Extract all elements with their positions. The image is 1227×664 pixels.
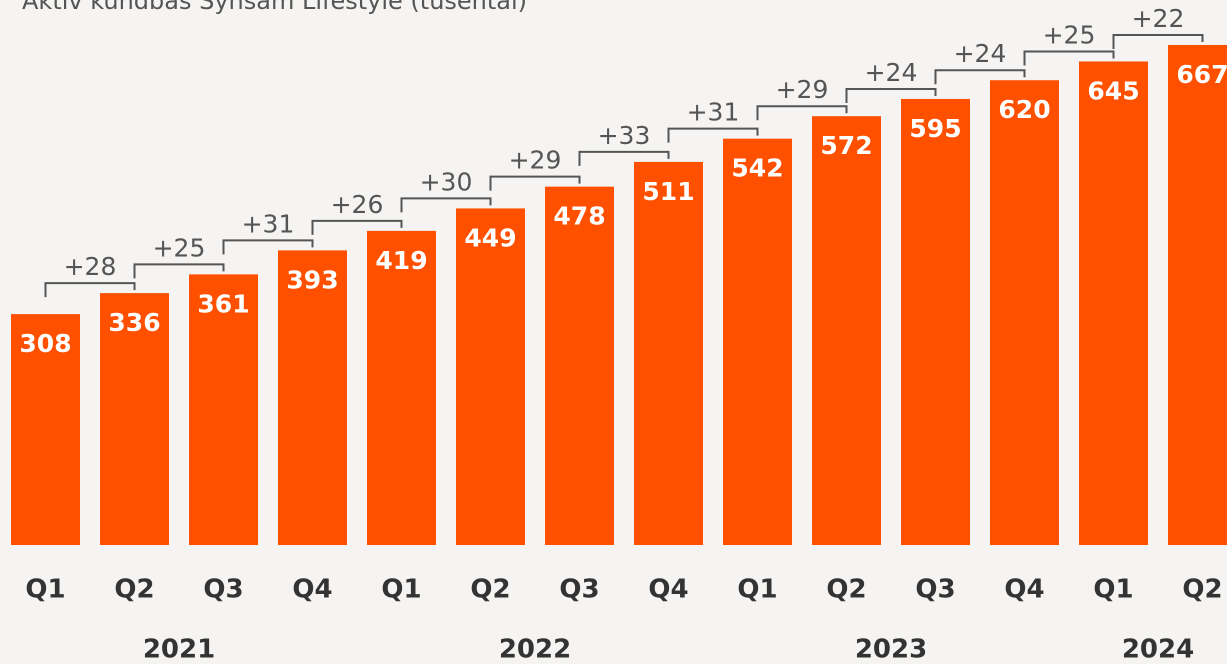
value-label: 478	[553, 202, 605, 231]
bar	[11, 314, 80, 545]
group-label: 2024	[1122, 635, 1194, 664]
bracket	[1023, 50, 1115, 66]
x-tick-label: Q2	[114, 575, 154, 605]
x-tick-label: Q1	[25, 575, 65, 605]
value-label: 336	[108, 308, 160, 337]
annotation: +26	[331, 190, 384, 219]
annotation: +30	[420, 167, 473, 196]
group-label: 2022	[499, 635, 571, 664]
bar	[901, 98, 970, 546]
x-tick-label: Q1	[1093, 575, 1133, 605]
bracket	[1112, 33, 1204, 49]
annotation: +22	[1132, 4, 1185, 33]
x-tick-label: Q3	[559, 575, 599, 605]
chart-title: Aktiv kundbas Synsam Lifestyle (tusental…	[22, 0, 527, 15]
value-label: 419	[375, 246, 427, 275]
value-label: 511	[642, 177, 694, 206]
value-label: 361	[197, 289, 249, 318]
value-label: 620	[998, 95, 1050, 124]
bar	[189, 274, 258, 545]
bracket	[845, 87, 937, 103]
bracket	[44, 282, 136, 298]
value-label: 393	[286, 265, 338, 294]
value-label: 308	[19, 329, 71, 358]
annotation: +25	[153, 233, 206, 262]
group-label: 2023	[855, 635, 927, 664]
bar	[812, 116, 881, 545]
group-label: 2021	[143, 635, 215, 664]
x-tick-label: Q2	[470, 575, 510, 605]
x-tick-label: Q2	[1182, 575, 1222, 605]
bar	[545, 186, 614, 545]
annotation: +28	[64, 252, 117, 281]
bar	[990, 80, 1059, 546]
annotation: +31	[687, 98, 740, 127]
bracket	[133, 263, 225, 279]
x-tick-label: Q3	[203, 575, 243, 605]
x-tick-label: Q3	[915, 575, 955, 605]
bar	[1168, 44, 1227, 545]
value-label: 645	[1087, 76, 1139, 105]
x-tick-label: Q2	[826, 575, 866, 605]
bar	[634, 161, 703, 545]
bracket	[311, 219, 403, 235]
bar	[100, 293, 169, 545]
value-label: 542	[731, 154, 783, 183]
annotation: +25	[1043, 20, 1096, 49]
value-label: 449	[464, 223, 516, 252]
bar	[1079, 61, 1148, 545]
annotation: +31	[242, 209, 295, 238]
annotation: +29	[509, 146, 562, 175]
x-tick-label: Q4	[1004, 575, 1044, 605]
bar	[278, 250, 347, 546]
bracket	[934, 69, 1026, 85]
x-tick-label: Q4	[648, 575, 688, 605]
bracket	[400, 197, 492, 213]
bracket	[756, 105, 848, 121]
bar	[456, 208, 525, 545]
value-label: 667	[1176, 60, 1227, 89]
bracket	[222, 239, 314, 255]
x-tick-label: Q1	[381, 575, 421, 605]
value-label: 595	[909, 114, 961, 143]
bracket	[667, 127, 759, 143]
value-label: 572	[820, 131, 872, 160]
annotation: +24	[954, 39, 1007, 68]
x-tick-label: Q4	[292, 575, 332, 605]
annotation: +24	[865, 58, 918, 87]
x-tick-label: Q1	[737, 575, 777, 605]
bar	[723, 138, 792, 545]
bracket	[489, 175, 581, 191]
bar	[367, 230, 436, 545]
bracket	[578, 150, 670, 166]
annotation: +33	[598, 121, 651, 150]
annotation: +29	[776, 75, 829, 104]
